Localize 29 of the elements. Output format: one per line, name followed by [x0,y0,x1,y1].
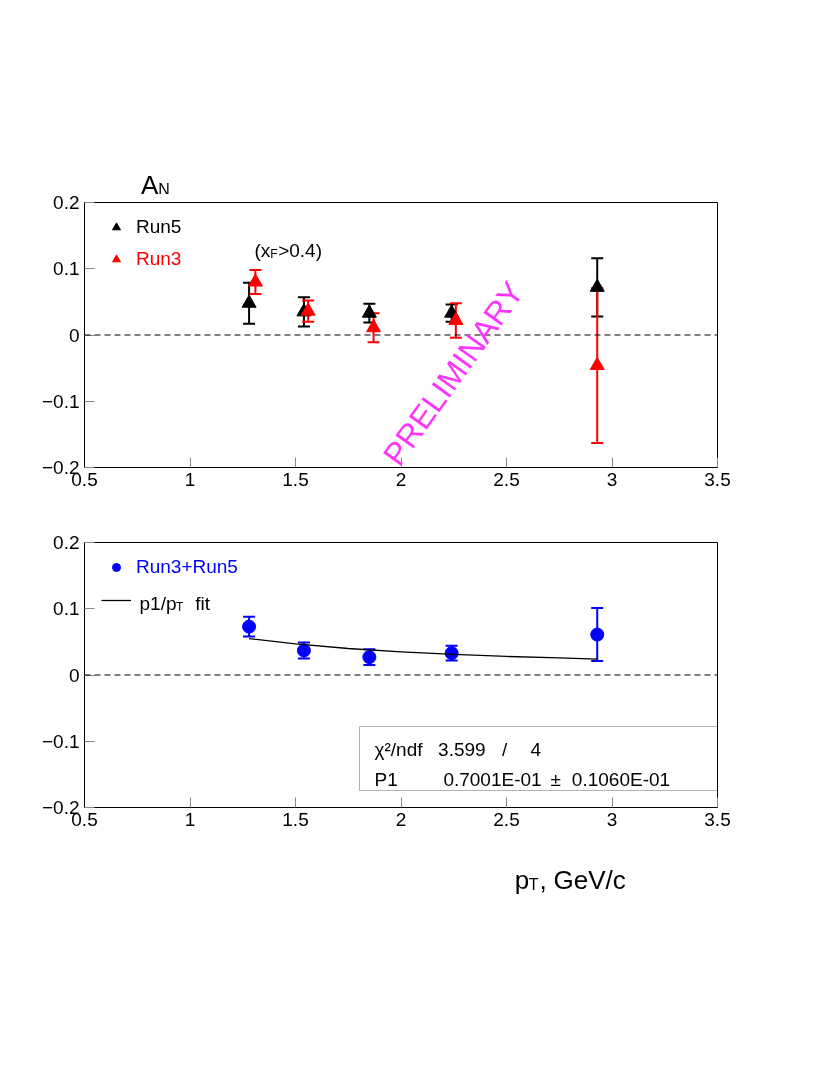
y-tick-label: 0.1 [53,258,80,280]
y-tick-label: 0.2 [53,532,80,553]
text: χ²/ndf 3.599 / 4 [374,739,542,760]
x-tick-label: 1 [184,808,196,830]
y-axis-title: AN [140,169,170,200]
y-tick-label: 0.2 [53,192,80,213]
x-tick-label: 1.5 [282,468,309,490]
x-tick-label: 2.5 [493,468,520,490]
x-tick-label: 3 [606,808,618,830]
legend-label: p1/pT fit [139,593,211,614]
text: P1 0.7001E-01 ± 0.1060E-01 [374,769,671,790]
annotation: (xF>0.4) [254,240,323,261]
x-tick-label: 3 [606,468,618,490]
y-tick-label: 0 [68,324,80,346]
legend-label: Run3+Run5 [136,556,238,578]
x-tick-label: 2 [395,468,407,490]
x-axis-title: pT, GeV/c [514,864,626,895]
x-tick-label: 1.5 [282,808,309,830]
x-tick-label: 3.5 [704,468,731,490]
x-tick-label: 2 [395,808,407,830]
y-tick-label: −0.1 [41,730,80,752]
y-tick-label: 0 [68,664,80,686]
x-tick-label: 2.5 [493,808,520,830]
legend-label: Run5 [136,216,182,238]
x-tick-label: 1 [184,468,196,490]
y-tick-label: 0.1 [53,598,80,620]
x-tick-label: 3.5 [704,808,731,830]
y-tick-label: −0.1 [41,390,80,412]
legend-label: Run3 [136,248,182,270]
